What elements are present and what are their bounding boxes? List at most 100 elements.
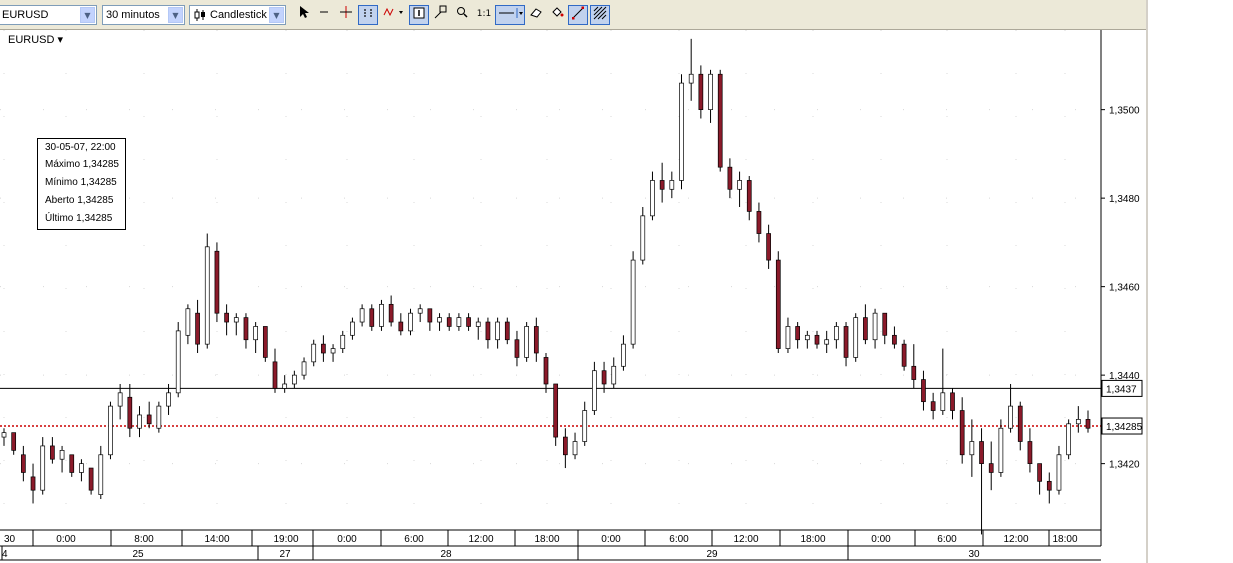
candle[interactable] (863, 304, 868, 345)
candle[interactable] (127, 383, 133, 438)
candle[interactable] (1075, 406, 1081, 433)
candle[interactable] (214, 242, 220, 323)
info-toggle-button[interactable] (409, 5, 429, 25)
candle[interactable] (892, 326, 897, 349)
candle[interactable] (582, 401, 588, 446)
candle[interactable] (195, 299, 200, 354)
candle[interactable] (688, 38, 694, 101)
candle[interactable] (40, 437, 46, 495)
candle[interactable] (466, 313, 471, 331)
candle[interactable] (59, 445, 65, 473)
candle[interactable] (785, 317, 791, 354)
reset-zoom-button[interactable]: 1:1 (474, 5, 494, 25)
candle[interactable] (233, 313, 239, 336)
chart-type-select[interactable]: Candlestick ▼ (189, 5, 286, 25)
candle[interactable] (30, 463, 36, 504)
draw-tool-button[interactable] (431, 5, 451, 25)
candle[interactable] (88, 467, 94, 495)
candle[interactable] (504, 317, 510, 345)
candle[interactable] (766, 224, 771, 269)
candle[interactable] (137, 406, 142, 438)
candle[interactable] (795, 322, 800, 349)
candle[interactable] (988, 441, 994, 491)
candle[interactable] (282, 375, 288, 393)
candle[interactable] (959, 397, 965, 464)
candle[interactable] (224, 304, 229, 336)
candle[interactable] (185, 304, 191, 345)
candle[interactable] (1046, 472, 1052, 504)
candle[interactable] (611, 357, 617, 389)
paint-button[interactable] (547, 5, 567, 25)
candle[interactable] (853, 313, 859, 362)
candle[interactable] (156, 401, 162, 433)
candle[interactable] (756, 202, 762, 243)
candle[interactable] (50, 437, 55, 464)
candle[interactable] (592, 361, 597, 415)
interval-select[interactable]: 30 minutos ▼ (102, 5, 185, 25)
candle[interactable] (979, 428, 984, 535)
candle[interactable] (379, 299, 384, 331)
candle[interactable] (272, 348, 278, 393)
candle[interactable] (775, 251, 781, 354)
candle[interactable] (204, 233, 210, 349)
candle[interactable] (698, 65, 704, 119)
candle[interactable] (359, 304, 365, 327)
candle[interactable] (108, 401, 113, 460)
candle[interactable] (388, 295, 394, 327)
candle[interactable] (717, 69, 723, 172)
candle[interactable] (708, 69, 713, 123)
candle[interactable] (601, 361, 607, 393)
candle[interactable] (572, 432, 578, 460)
candle[interactable] (495, 317, 500, 349)
candle[interactable] (640, 206, 646, 265)
candle[interactable] (882, 312, 888, 345)
candle[interactable] (98, 445, 104, 500)
candle[interactable] (1085, 410, 1091, 433)
candle[interactable] (166, 383, 171, 415)
candle[interactable] (921, 370, 926, 411)
chart-symbol-label[interactable]: EURUSD ▾ (8, 34, 64, 46)
candle[interactable] (514, 330, 520, 367)
candle[interactable] (243, 313, 249, 349)
pointer-tool-button[interactable] (294, 5, 314, 25)
zoom-button[interactable] (452, 5, 472, 25)
candle[interactable] (814, 330, 820, 349)
candle[interactable] (563, 428, 568, 469)
candle[interactable] (746, 176, 752, 221)
candle[interactable] (940, 348, 946, 415)
candle[interactable] (330, 344, 336, 362)
pattern-button[interactable] (590, 5, 610, 25)
candle[interactable] (969, 419, 975, 477)
candle[interactable] (417, 304, 423, 323)
candle[interactable] (553, 383, 559, 446)
eraser-button[interactable] (526, 5, 546, 25)
candle[interactable] (475, 317, 481, 340)
candle[interactable] (79, 459, 84, 482)
candle[interactable] (408, 308, 413, 336)
symbol-select[interactable]: EURUSD ▼ (0, 5, 97, 25)
candle[interactable] (117, 383, 123, 420)
candle[interactable] (843, 322, 849, 367)
candle[interactable] (456, 313, 462, 331)
candle[interactable] (175, 322, 181, 398)
candle[interactable] (146, 401, 152, 429)
candle[interactable] (1, 428, 7, 446)
horizontal-line-tool-button[interactable] (314, 5, 334, 25)
crosshair-tool-button[interactable] (336, 5, 356, 25)
candle[interactable] (669, 171, 675, 199)
candle[interactable] (1017, 401, 1023, 451)
candle[interactable] (427, 308, 433, 331)
candle[interactable] (350, 317, 355, 340)
candle[interactable] (253, 322, 258, 354)
candle[interactable] (901, 339, 907, 371)
candle[interactable] (650, 171, 655, 221)
candle[interactable] (930, 392, 936, 420)
candle[interactable] (804, 330, 810, 349)
candle[interactable] (998, 419, 1004, 477)
candle[interactable] (950, 388, 955, 420)
candle[interactable] (824, 330, 830, 354)
candle[interactable] (1056, 445, 1062, 495)
candle[interactable] (737, 171, 742, 207)
candle[interactable] (340, 330, 346, 354)
candle[interactable] (621, 335, 626, 371)
